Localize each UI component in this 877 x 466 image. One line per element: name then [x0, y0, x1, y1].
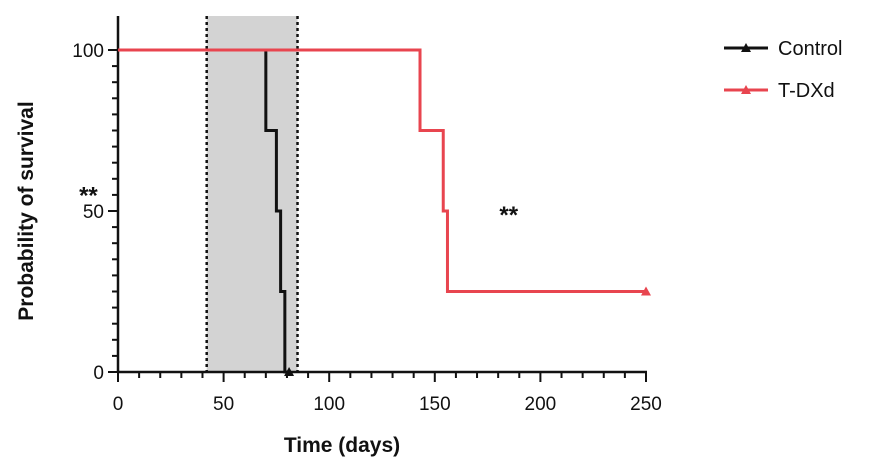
legend: Control T-DXd [724, 38, 842, 102]
x-tick-label: 200 [525, 394, 557, 415]
series-end-marker [284, 367, 295, 376]
axes-layer: 0 50 100 150 200 250 0 50 100 Time (days) Probabil… [15, 16, 662, 457]
x-tick-label: 150 [419, 394, 451, 415]
significance-annotation: ** [499, 202, 518, 229]
annotation-layer: ** ** [79, 183, 519, 229]
y-tick-label: 50 [83, 202, 104, 223]
x-tick-label: 50 [213, 394, 234, 415]
x-tick-label: 100 [313, 394, 345, 415]
legend-label: T-DXd [778, 80, 835, 102]
legend-label: Control [778, 38, 842, 60]
series-line-t-dxd [118, 48, 646, 293]
y-axis-title: Probability of survival [15, 101, 38, 320]
x-tick-label: 250 [630, 394, 662, 415]
x-tick-label: 0 [113, 394, 124, 415]
legend-marker [741, 85, 751, 94]
legend-marker [741, 43, 751, 52]
series-end-marker [641, 286, 651, 296]
y-tick-label: 100 [72, 41, 104, 62]
significance-annotation: ** [79, 183, 98, 210]
y-tick-label: 0 [93, 363, 104, 384]
x-axis-title: Time (days) [284, 434, 400, 457]
series-line-control [118, 48, 290, 374]
treatment-window-layer [205, 16, 299, 372]
series-layer [118, 48, 651, 376]
treatment-window-shade [206, 16, 298, 372]
